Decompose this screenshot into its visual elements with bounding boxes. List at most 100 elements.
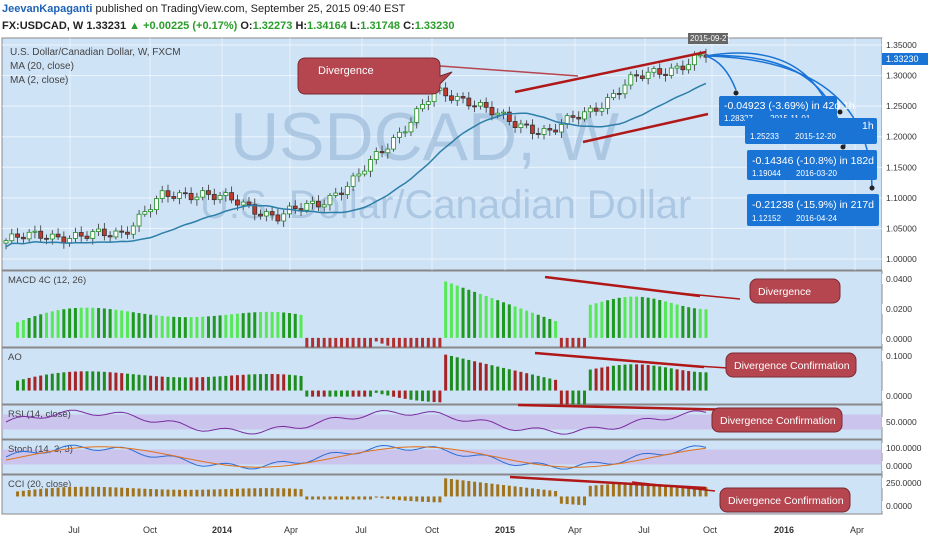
- candle-down: [275, 214, 281, 222]
- histogram-bar: [687, 486, 691, 497]
- candle-down: [211, 193, 217, 201]
- candle-down: [634, 74, 639, 77]
- histogram-bar: [16, 491, 20, 497]
- histogram-bar: [687, 307, 691, 338]
- candle-up: [217, 195, 223, 201]
- histogram-bar: [241, 313, 245, 338]
- histogram-bar: [201, 489, 205, 497]
- candle-down: [593, 107, 599, 112]
- histogram-bar: [692, 486, 696, 497]
- histogram-bar: [467, 359, 471, 391]
- histogram-bar: [264, 373, 268, 391]
- histogram-bar: [588, 369, 592, 391]
- histogram-bar: [490, 483, 494, 497]
- tick-bg: [882, 443, 932, 453]
- projection-box-3[interactable]: -0.14346 (-10.8%) in 182d 1.19044 2016-0…: [747, 150, 877, 180]
- histogram-bar: [212, 315, 216, 338]
- histogram-bar: [50, 373, 54, 391]
- histogram-bar: [345, 390, 349, 397]
- histogram-bar: [444, 354, 448, 391]
- histogram-bar: [449, 355, 453, 391]
- histogram-bar: [120, 373, 124, 391]
- histogram-bar: [120, 310, 124, 338]
- candle-up: [611, 92, 616, 99]
- histogram-bar: [565, 390, 569, 406]
- histogram-bar: [166, 376, 170, 391]
- author-name[interactable]: JeevanKapaganti: [2, 3, 93, 15]
- histogram-bar: [218, 315, 222, 338]
- histogram-bar: [542, 489, 546, 497]
- histogram-bar: [137, 374, 141, 391]
- histogram-bar: [669, 485, 673, 497]
- histogram-bar: [392, 390, 396, 397]
- histogram-bar: [455, 357, 459, 391]
- candle-down: [246, 201, 252, 205]
- time-tick: 2016: [774, 525, 794, 535]
- histogram-bar: [56, 487, 60, 497]
- candle-down: [657, 68, 663, 75]
- high-value: 1.34164: [307, 20, 347, 32]
- histogram-bar: [606, 484, 610, 497]
- histogram-bar: [577, 390, 581, 408]
- histogram-bar: [623, 297, 627, 338]
- histogram-bar: [640, 296, 644, 338]
- candle-down: [663, 73, 668, 76]
- candle-down: [512, 121, 518, 129]
- time-tick: Jul: [355, 525, 367, 535]
- histogram-bar: [108, 372, 112, 391]
- panel-tick: 100.0000: [886, 443, 922, 453]
- histogram-bar: [554, 491, 558, 497]
- candle-up: [686, 64, 692, 71]
- time-axis-bg: [0, 515, 932, 550]
- candle-down: [20, 236, 26, 240]
- panel-macd-bg: [1, 270, 883, 348]
- histogram-bar: [340, 337, 344, 348]
- histogram-bar: [519, 487, 523, 497]
- histogram-bar: [212, 376, 216, 391]
- time-axis[interactable]: Jul Oct 2014 Apr Jul Oct 2015 Apr Jul Oct 2016 Apr: [0, 515, 932, 550]
- candle-up: [368, 159, 373, 172]
- histogram-bar: [692, 308, 696, 338]
- histogram-bar: [114, 372, 118, 391]
- histogram-bar: [536, 375, 540, 391]
- symbol-label[interactable]: FX:USDCAD, W: [2, 20, 84, 32]
- histogram-bar: [548, 318, 552, 338]
- histogram-bar: [108, 487, 112, 497]
- candle-down: [188, 192, 194, 201]
- histogram-bar: [270, 374, 274, 391]
- projection-box-4[interactable]: -0.21238 (-15.9%) in 217d 1.12152 2016-0…: [747, 194, 879, 226]
- histogram-bar: [403, 390, 407, 399]
- histogram-bar: [513, 486, 517, 497]
- histogram-bar: [189, 317, 193, 338]
- projection-3-date: 2016-03-20: [796, 169, 837, 178]
- histogram-bar: [525, 487, 529, 497]
- histogram-bar: [27, 317, 31, 338]
- histogram-bar: [62, 309, 66, 338]
- main-panel[interactable]: USDCAD, W U.S. Dollar/Canadian Dollar U.…: [1, 33, 883, 514]
- histogram-bar: [247, 312, 251, 338]
- legend-ma2: MA (2, close): [10, 75, 68, 86]
- candle-up: [200, 190, 206, 198]
- histogram-bar: [357, 390, 361, 397]
- panel-stoch-label: Stoch (14, 3, 3): [8, 444, 73, 455]
- last-price-tag-bg: [882, 53, 928, 65]
- candle-down: [78, 232, 84, 237]
- histogram-bar: [224, 375, 228, 391]
- histogram-bar: [276, 488, 280, 497]
- histogram-bar: [218, 489, 222, 497]
- histogram-bar: [611, 365, 615, 391]
- histogram-bar: [282, 312, 286, 338]
- histogram-bar: [253, 488, 257, 497]
- time-tick: Oct: [703, 525, 718, 535]
- histogram-bar: [178, 317, 182, 338]
- candle-up: [67, 238, 73, 244]
- panel-rsi-label: RSI (14, close): [8, 409, 71, 420]
- projection-box-2[interactable]: 1h 1.25233 2015-12-20: [745, 118, 877, 144]
- histogram-bar: [473, 481, 477, 497]
- histogram-bar: [478, 362, 482, 391]
- histogram-bar: [669, 302, 673, 338]
- histogram-bar: [334, 337, 338, 348]
- candle-up: [454, 96, 460, 101]
- histogram-bar: [131, 374, 135, 391]
